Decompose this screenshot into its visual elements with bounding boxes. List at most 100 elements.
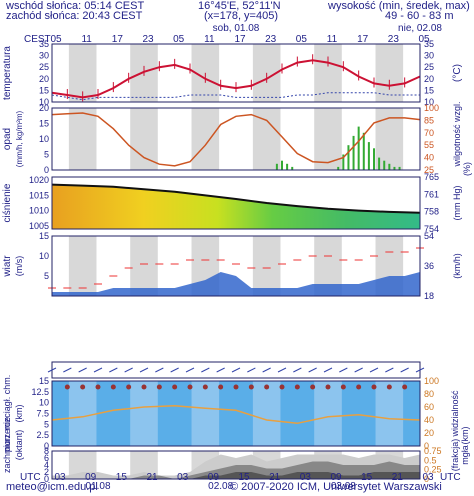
footer-email[interactable]: meteo@icm.edu.pl [6, 481, 98, 493]
wind-arrow-33 [216, 367, 225, 373]
wind-arrow-51 [308, 367, 317, 373]
ytick-right-temp-4: 30 [424, 51, 434, 61]
vis-band-8 [314, 381, 342, 446]
sunrise-text: wschód słońca: 05:14 CEST [6, 0, 145, 12]
ytick-left-prec-1: 5 [44, 150, 49, 160]
precip-bar-14 [388, 163, 391, 170]
wind-arrow-42 [262, 367, 271, 373]
wind-arrow-15 [124, 367, 133, 373]
ytick-left-vis-6: 15 [39, 376, 49, 386]
ytick-right-wind-1: 36 [424, 261, 434, 271]
ylabel-right-cloud: (frakcja) [450, 439, 460, 472]
cloud-top-dot-42 [264, 384, 270, 390]
wind-arrow-21 [155, 367, 164, 373]
ytick-right-temp-3: 25 [424, 62, 434, 72]
cloud-top-dot-15 [126, 384, 132, 390]
ylabel-right2-cloud: mgła [460, 445, 470, 465]
precip-bar-11 [373, 148, 375, 170]
wind-arrow-39 [247, 367, 256, 373]
ytick-right-wind-2: 54 [424, 231, 434, 241]
wind-arrow-0 [47, 367, 57, 373]
bottom-date-label-0: 01.08 [85, 481, 110, 492]
visibility-line [51, 404, 421, 425]
ytick-right-temp-5: 35 [424, 39, 434, 49]
ytick-right-vis-0: 0 [424, 441, 429, 451]
precip-bar-0 [275, 163, 278, 170]
ylabel2-vis: (km) [14, 405, 24, 423]
top-hour-label-11: 23 [388, 34, 400, 45]
ylabel-right2-prec: (%) [462, 162, 472, 176]
vis-band-10 [375, 381, 404, 446]
top-hour-label-6: 17 [234, 34, 246, 45]
temp-dew-line [51, 92, 420, 101]
frame-vis [51, 380, 421, 447]
vis-band-4 [191, 381, 220, 446]
cloud-top-dot-48 [294, 384, 300, 390]
ytick-left-temp-5: 35 [39, 39, 49, 49]
ytick-right-temp-0: 10 [424, 97, 434, 107]
bottom-hour-label-12: 03 [422, 472, 434, 483]
ytick-right-prec-5: 100 [424, 103, 439, 113]
pressure-line [51, 183, 421, 214]
precip-bar-7 [352, 135, 355, 170]
cloud-top-dot-9 [95, 384, 101, 390]
top-hour-label-8: 05 [296, 34, 308, 45]
precip-bar-9 [362, 132, 365, 170]
bottom-tz-label: UTC [20, 472, 41, 483]
ytick-right-vis-5: 100 [424, 376, 439, 386]
ytick-right-wind-0: 18 [424, 291, 434, 301]
wind-arrow-30 [201, 367, 210, 373]
precip-bar-4 [337, 166, 340, 170]
ytick-right-temp-2: 20 [424, 74, 434, 84]
ytick-left-temp-1: 15 [39, 85, 49, 95]
cloud-top-dot-33 [218, 384, 224, 390]
ylabel2-wind: (m/s) [14, 256, 24, 277]
wind-arrow-57 [339, 367, 348, 373]
band-temp-8 [314, 44, 342, 102]
bottom-hour-label-0: 03 [54, 472, 66, 483]
wind-arrow-60 [354, 367, 363, 373]
ytick-right-prec-2: 55 [424, 140, 434, 150]
ylabel-right-temp: (°C) [452, 64, 463, 82]
ytick-left-prec-3: 15 [39, 119, 49, 129]
top-hour-label-7: 23 [265, 34, 277, 45]
wind-arrow-72 [415, 367, 425, 373]
ytick-left-prec-4: 20 [39, 103, 49, 113]
cloud-top-dot-69 [402, 384, 408, 390]
ytick-left-prec-2: 10 [39, 134, 49, 144]
band-wind-0 [68, 236, 97, 296]
top-hour-label-4: 05 [173, 34, 185, 45]
ytick-left-vis-2: 5 [44, 419, 49, 429]
top-day-label-0: sob, 01.08 [213, 23, 260, 34]
wind-arrow-48 [293, 367, 302, 373]
vis-band-2 [130, 381, 158, 446]
cloud-top-dot-39 [248, 384, 254, 390]
ylabel-prec: opad [2, 128, 13, 150]
frame-wind [51, 235, 421, 297]
ylabel2-prec: (mm/h, kg/m²m) [15, 110, 24, 167]
ytick-right-prec-3: 70 [424, 128, 434, 138]
cloud-top-dot-66 [386, 384, 392, 390]
ytick-left-vis-3: 7.5 [36, 409, 49, 419]
ytick-left-pres-0: 1005 [29, 221, 49, 231]
bottom-hour-label-3: 21 [146, 472, 158, 483]
bottom-hour-label-9: 09 [330, 472, 342, 483]
ytick-left-cloud-2: 4 [44, 460, 49, 470]
band-prec-4 [191, 108, 220, 170]
bottom-date-label-1: 02.08 [208, 481, 233, 492]
coords-text: 16°45'E, 52°11'N [198, 0, 281, 12]
ytick-right-vis-2: 40 [424, 415, 434, 425]
top-hour-label-10: 17 [357, 34, 369, 45]
frame-cloud [51, 450, 421, 480]
top-hour-label-5: 11 [204, 34, 215, 45]
ytick-left-wind-0: 5 [44, 271, 49, 281]
cloud-top-dot-45 [279, 384, 285, 390]
precip-bar-2 [286, 163, 289, 170]
ytick-right-cloud-2: 0.5 [424, 455, 437, 465]
ylabel-vis: pion. rozciągł. chm. [2, 375, 12, 453]
humidity-line [51, 112, 421, 167]
ytick-left-temp-2: 20 [39, 74, 49, 84]
sunset-text: zachód słońca: 20:43 CEST [6, 10, 143, 22]
bottom-hour-label-8: 03 [300, 472, 312, 483]
